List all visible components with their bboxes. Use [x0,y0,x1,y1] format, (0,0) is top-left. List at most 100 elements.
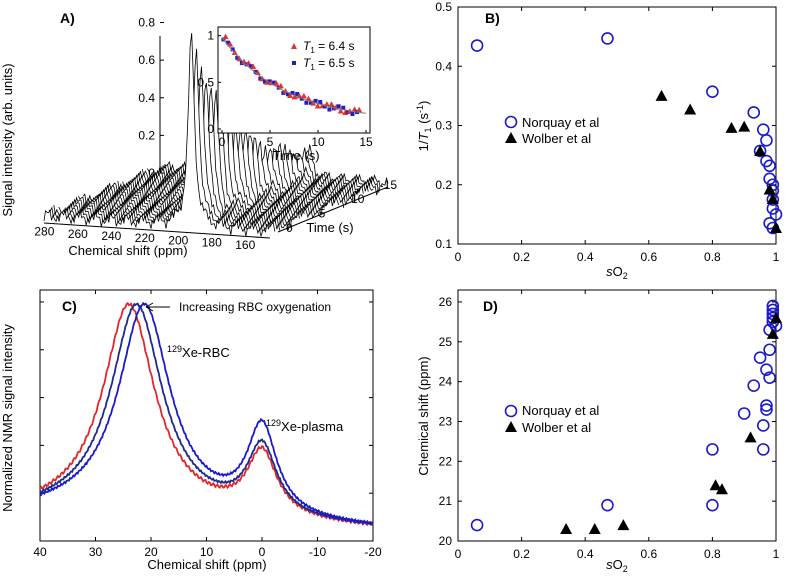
wolber-point [588,523,601,535]
y-tick-label: 20 [439,534,453,548]
wolber-point [770,311,782,323]
panel-d-xlabel: sO2 [606,557,628,574]
ppm-tick-label: 220 [135,231,155,245]
panel-c-lines [39,301,374,527]
inset-red-point [287,92,294,98]
inset-blue-point [290,90,295,95]
y-tick-label: 0.1 [435,237,452,251]
inset-red-point [356,106,363,113]
wolber-point [766,327,779,339]
inset-points [221,33,367,117]
x-tick-label: 0.2 [513,250,530,264]
wolber-point [744,431,757,443]
inset-blue-point [350,112,355,117]
annotation-text: Increasing RBC oxygenation [179,300,331,314]
ppm-tick-label: 200 [168,233,188,247]
inset-red-point [337,107,344,114]
x-tick-label: 0 [455,250,462,264]
wolber-point [766,192,779,204]
panel-d-label: D) [483,298,498,314]
panel-c-frame [39,289,374,542]
x-tick-label: 0.4 [577,547,594,561]
ppm-tick-label: 240 [101,229,121,243]
intensity-tick-label: 0 [148,166,155,180]
wolber-point [617,519,630,531]
panel-a-ylabel: Signal intensity (arb. units) [0,63,15,216]
norquay-point [760,403,773,416]
spectrum-trace [43,32,271,237]
inset-x-tick-label: 15 [359,135,373,149]
spectrum-fill [157,147,384,193]
legend-circle-icon [504,115,518,129]
legend-triangle-icon [505,421,517,432]
inset-y-tick-label: 0.5 [197,75,214,89]
panel-d-legend: Norquay et al Wolber et al [504,403,599,435]
inset-blue-point [318,100,323,105]
intensity-tick-label: 0.4 [138,91,155,105]
inset-blue-point [249,64,254,69]
panel-c: C) 40 30 20 10 0 -10 -20 Increasing RBC oxygen… [0,289,382,572]
inset-red-point [314,103,321,109]
inset-blue-point [230,47,235,52]
panel-c-ticks: 40 30 20 10 0 -10 -20 [33,290,382,559]
inset-blue-point [336,104,341,109]
inset-y-tick-label: 0 [207,122,214,136]
waterfall-spectra [43,32,389,237]
inset-blue-point [272,80,277,85]
plasma-peak-label: 129Xe-plasma [266,418,344,434]
spectrum-blue [39,301,374,526]
norquay-point [706,498,719,512]
panel-d-ylabel: Chemical shift (ppm) [416,356,431,475]
intensity-tick-label: 0.8 [138,16,155,30]
panel-a-xlabel: Chemical shift (ppm) [68,243,187,258]
inset-x-tick-label: 5 [267,135,274,149]
inset-red-point [231,49,238,56]
x-tick-label: 0 [455,547,462,561]
panel-c-xlabel: Chemical shift (ppm) [147,557,266,572]
inset-blue-point [253,69,258,74]
inset-red-point [323,101,330,107]
inset-x-tick-label: 0 [219,135,226,149]
inset-red-point [300,92,307,99]
x-tick-label: 0.4 [577,250,594,264]
intensity-tick-label: 0.2 [138,128,155,142]
norquay-point [706,443,719,456]
inset-red-point [222,33,229,40]
norquay-point [763,343,776,357]
norquay-point [766,303,780,317]
spectrum-fill [83,123,310,222]
panel-b-label: B) [485,10,500,26]
norquay-point [760,363,773,376]
time-tick-label: 0 [286,221,293,235]
x-tick-label: 0 [259,545,266,559]
norquay-point [756,419,770,432]
x-tick-label: 0.2 [513,547,530,561]
inset-blue-point [267,79,272,84]
norquay-point [756,123,770,136]
inset-blue-point [285,92,290,97]
inset-red-point [250,63,257,70]
inset-blue-point [262,79,267,84]
ppm-axis [43,222,271,239]
inset-x-tick-label: 10 [311,135,325,149]
panel-d-ticks: 0 0.2 0.4 0.6 0.8 1 20 21 22 23 24 25 26 [439,290,780,561]
x-tick-label: 10 [200,545,214,559]
time-tick-label: 5 [319,207,326,221]
panel-d-legend-2: Wolber et al [522,420,591,435]
panel-a: A) 0 0.2 0.4 0.6 0.8 1 280 260 240 220 200 180 160 0 5… [0,10,397,258]
x-tick-label: 40 [33,545,47,559]
wolber-point [754,144,767,156]
panel-b-legend-1: Norquay et al [522,115,599,130]
panel-d: D) 0 0.2 0.4 0.6 0.8 1 20 21 22 23 24 25 26 Norquay … [416,289,783,574]
legend-triangle-icon [505,132,517,143]
panel-d-legend-1: Norquay et al [522,403,599,418]
inset-legend-1: T1 = 6.4 s [303,39,355,55]
inset-red-point [227,41,234,47]
panel-a-zlabel: Time (s) [306,220,353,235]
y-tick-label: 0.5 [435,0,452,14]
inset-blue-point [313,98,318,103]
y-tick-label: 23 [439,414,453,428]
panel-b-frame [457,6,777,245]
inset-decay-plot: 0 5 10 15 0 0.5 1 Time (s) T1 = 6.4 s T1 = 6.5… [197,26,373,163]
ppm-tick-label: 280 [34,225,54,239]
